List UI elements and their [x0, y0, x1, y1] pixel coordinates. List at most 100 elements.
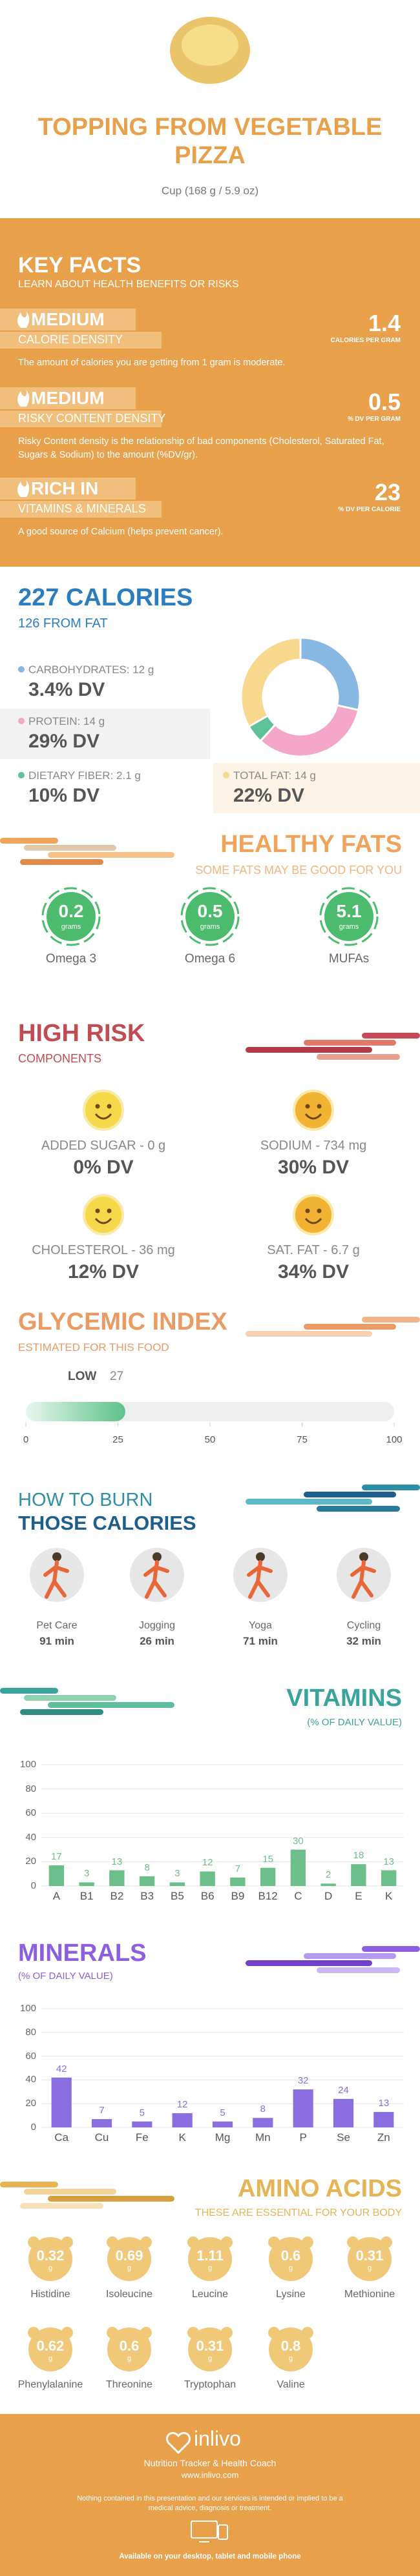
legend-dot [223, 772, 229, 778]
activity-name: Pet Care [36, 1620, 78, 1631]
bar [320, 1883, 336, 1886]
nutrient-dv: 10% DV [28, 785, 100, 806]
section-subtitle: LEARN ABOUT HEALTH BENEFITS OR RISKS [18, 279, 239, 290]
y-tick-label: 40 [25, 2074, 36, 2085]
value-label: 13 [378, 2098, 390, 2109]
gi-tick-label: 75 [297, 1434, 308, 1445]
y-tick-label: 80 [25, 2026, 36, 2038]
fact-unit: % DV PER GRAM [347, 416, 401, 423]
amino-name: Valine [277, 2379, 305, 2390]
risk-face-eye [305, 1104, 310, 1109]
fact-unit: CALORIES PER GRAM [330, 337, 401, 344]
amino-badge-ear [187, 2327, 199, 2338]
bar [290, 1849, 306, 1886]
title: TOPPING FROM VEGETABLE PIZZA [37, 114, 383, 169]
fat-unit: grams [61, 923, 81, 931]
activity-time: 71 min [243, 1635, 278, 1647]
activity-figure-head [359, 1552, 368, 1561]
decor-stripe [317, 1967, 400, 1973]
footer-availability: Available on your desktop, tablet and mo… [119, 2553, 301, 2561]
bar [91, 2119, 112, 2127]
fact-name: CALORIE DENSITY [18, 333, 123, 346]
amino-name: Threonine [105, 2379, 153, 2390]
activity-time: 32 min [346, 1635, 381, 1647]
y-tick-label: 60 [25, 2050, 36, 2062]
decor-stripe [0, 1688, 58, 1694]
amino-unit: g [288, 2264, 293, 2272]
fact-icon [17, 480, 30, 497]
amino-badge-ear [221, 2236, 233, 2248]
fat-unit: grams [200, 923, 220, 931]
decor-stripe [317, 1054, 400, 1060]
fact-level: MEDIUM [31, 309, 105, 329]
amino-value: 1.11 [196, 2247, 224, 2264]
amino-badge-ear [61, 2327, 73, 2338]
section-title: VITAMINS [286, 1685, 402, 1712]
fact-icon [17, 311, 30, 328]
amino-unit: g [48, 2355, 53, 2362]
decor-stripe [304, 1492, 396, 1497]
risk-face [83, 1194, 124, 1235]
footer-brand: inlivo [194, 2427, 241, 2450]
value-label: 30 [293, 1835, 304, 1847]
decor-stripe [304, 1040, 396, 1046]
fat-unit: grams [339, 923, 359, 931]
fact-level: RICH IN [31, 478, 99, 498]
x-tick-label: E [355, 1890, 362, 1902]
risk-label: ADDED SUGAR - 0 g [41, 1139, 166, 1153]
decor-stripe [304, 1953, 396, 1959]
legend-dot [18, 772, 25, 778]
section-subtitle: (% OF DAILY VALUE) [307, 1717, 402, 1728]
risk-face-eye [107, 1208, 112, 1213]
footer-disclaimer: Nothing contained in this presentation a… [77, 2495, 343, 2513]
bar [200, 1871, 215, 1886]
decor-stripe [362, 1317, 420, 1323]
amino-name: Methionine [344, 2289, 395, 2300]
decor-stripe [48, 1702, 174, 1708]
fat-badge-ring [319, 887, 379, 946]
fact-description: A good source of Calcium (helps prevent … [18, 527, 224, 537]
decor-stripe [0, 2182, 58, 2187]
amino-unit: g [127, 2355, 132, 2362]
y-tick-label: 40 [25, 1831, 36, 1843]
value-label: 12 [176, 2098, 188, 2110]
value-label: 24 [338, 2084, 349, 2096]
value-label: 7 [99, 2105, 105, 2116]
amino-badge-ear [28, 2236, 39, 2248]
fat-badge [324, 892, 373, 941]
nutrient-label: CARBOHYDRATES: 12 g [28, 664, 154, 676]
amino-badge-ear [140, 2327, 152, 2338]
risk-dv: 30% DV [277, 1157, 350, 1178]
fact-value: 23 [374, 479, 401, 505]
decor-stripe [20, 859, 103, 865]
amino-badge [269, 2328, 313, 2371]
decor-stripe [317, 1506, 400, 1512]
fact-band [0, 411, 162, 427]
bar [79, 1882, 94, 1886]
section-title: THOSE CALORIES [18, 1512, 196, 1534]
risk-dv: 34% DV [277, 1261, 350, 1283]
activity-figure [143, 1560, 169, 1599]
risk-face [293, 1194, 334, 1235]
legend-dot [18, 718, 25, 724]
x-tick-label: B5 [170, 1890, 184, 1902]
section-title: HOW TO BURN [18, 1490, 153, 1510]
amino-badge [28, 2237, 72, 2281]
bar [48, 1865, 65, 1886]
footer-url: www.inlivo.com [181, 2470, 239, 2480]
amino-badge-ear [347, 2236, 359, 2248]
bar [351, 1864, 366, 1886]
amino-unit: g [207, 2355, 213, 2362]
device-icon [218, 2524, 228, 2540]
donut-segment [240, 636, 302, 728]
section-title: MINERALS [18, 1940, 147, 1967]
amino-unit: g [127, 2264, 132, 2272]
value-label: 13 [383, 1856, 394, 1867]
risk-face-mouth [304, 1113, 322, 1120]
x-tick-label: D [324, 1890, 333, 1902]
decor-stripe [0, 838, 58, 844]
bar [230, 1877, 246, 1886]
x-tick-label: K [384, 1890, 393, 1902]
risk-face-eye [305, 1208, 310, 1213]
